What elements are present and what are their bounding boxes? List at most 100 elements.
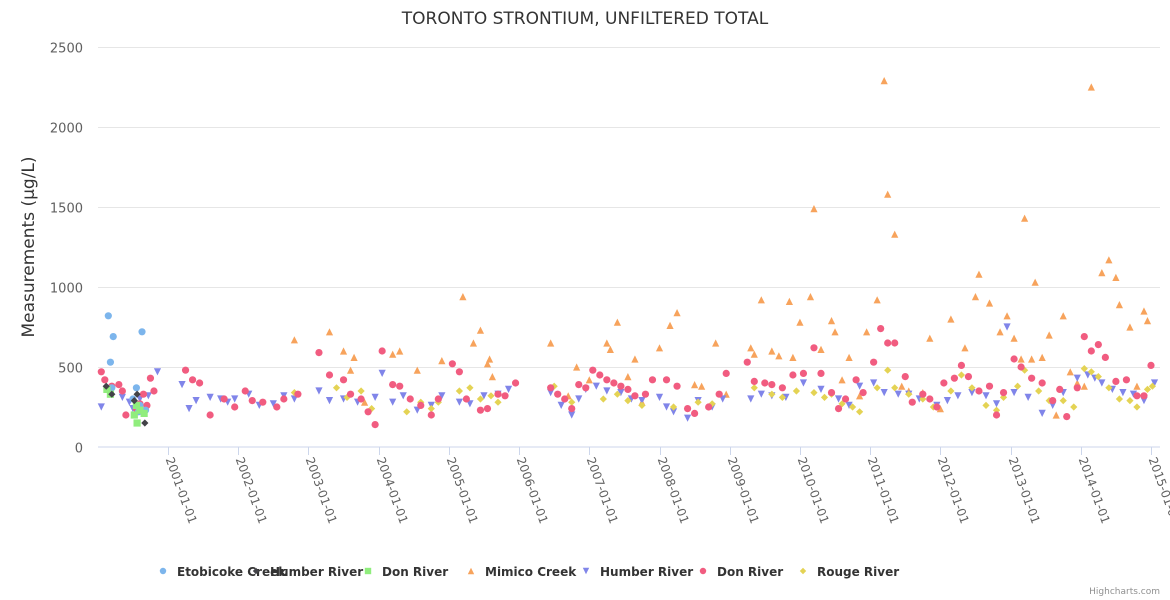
legend-label[interactable]: Etobicoke Creek <box>177 565 287 579</box>
data-point <box>1148 382 1157 390</box>
legend-item[interactable]: Etobicoke Creek <box>159 565 287 579</box>
data-point <box>603 339 611 347</box>
data-point <box>666 321 674 329</box>
data-point <box>399 392 407 400</box>
data-point <box>568 405 576 413</box>
legend-label[interactable]: Humber River <box>600 565 693 579</box>
data-point <box>455 398 463 406</box>
data-point <box>856 408 864 416</box>
data-point <box>947 315 955 323</box>
data-point <box>504 385 513 393</box>
data-point <box>624 385 632 393</box>
legend-label[interactable]: Mimico Creek <box>485 565 577 579</box>
data-point <box>845 401 853 409</box>
data-point <box>136 406 144 414</box>
data-point <box>964 373 973 381</box>
data-point <box>950 374 959 382</box>
data-point <box>568 411 576 419</box>
data-point <box>480 392 488 400</box>
data-point <box>845 353 853 361</box>
data-point <box>132 401 141 409</box>
data-point <box>1010 355 1018 363</box>
data-point <box>750 377 758 385</box>
data-point <box>877 325 885 333</box>
data-point <box>511 379 520 387</box>
data-point <box>1017 363 1025 371</box>
data-point <box>1063 413 1071 421</box>
data-point <box>438 357 446 365</box>
credits-link[interactable]: Highcharts.com <box>1089 587 1160 597</box>
data-point <box>1150 379 1159 387</box>
x-tick-label: 2010-01-01 <box>795 455 832 525</box>
data-point <box>926 395 934 403</box>
data-point <box>427 405 435 413</box>
data-point <box>838 376 846 384</box>
data-point <box>898 382 906 390</box>
data-point <box>1059 312 1067 320</box>
data-point <box>346 366 355 374</box>
data-point <box>589 366 597 374</box>
data-point <box>747 395 755 403</box>
legend-item[interactable]: Humber River <box>252 565 363 579</box>
data-point <box>947 387 955 395</box>
data-point <box>364 408 372 416</box>
x-tick-label: 2015-01-01 <box>1146 455 1170 525</box>
data-point <box>1105 256 1113 264</box>
data-point <box>332 384 341 392</box>
data-point <box>1031 278 1039 286</box>
legend-label[interactable]: Humber River <box>270 565 363 579</box>
data-point <box>768 347 776 355</box>
data-point <box>834 395 843 403</box>
legend-symbol-icon <box>582 567 590 575</box>
data-point <box>1013 382 1022 390</box>
data-point <box>459 293 467 301</box>
y-tick-label: 1500 <box>50 202 83 217</box>
data-point <box>1028 355 1036 363</box>
data-point <box>957 361 966 369</box>
data-point <box>1122 376 1131 384</box>
legend-item[interactable]: Don River <box>699 565 783 579</box>
data-point <box>1070 403 1078 411</box>
legend-symbol-icon <box>799 567 807 575</box>
chart-title: TORONTO STRONTIUM, UNFILTERED TOTAL <box>401 9 769 29</box>
data-point <box>999 389 1008 397</box>
data-point <box>1028 374 1036 382</box>
data-point <box>1059 397 1067 405</box>
data-point <box>880 389 888 397</box>
legend-label[interactable]: Don River <box>717 565 783 579</box>
data-point <box>130 397 138 405</box>
data-point <box>841 395 850 403</box>
data-point <box>796 318 804 326</box>
data-point <box>1038 379 1046 387</box>
legend-item[interactable]: Rouge River <box>799 565 899 579</box>
data-point <box>999 393 1008 401</box>
data-point <box>662 376 671 384</box>
legend-item[interactable]: Mimico Creek <box>467 565 577 579</box>
data-point <box>494 390 502 398</box>
data-point <box>403 408 411 416</box>
legend-label[interactable]: Don River <box>382 565 448 579</box>
legend-item[interactable]: Don River <box>364 565 448 579</box>
data-point <box>138 328 146 336</box>
x-tick-label: 2005-01-01 <box>444 455 481 525</box>
legend-item[interactable]: Humber River <box>582 565 693 579</box>
data-point <box>992 411 1001 419</box>
data-point <box>708 400 716 408</box>
data-point <box>269 400 277 408</box>
data-point <box>820 393 829 401</box>
data-point <box>785 297 793 305</box>
data-point <box>343 393 351 401</box>
data-point <box>547 339 555 347</box>
data-point <box>561 395 569 403</box>
data-point <box>368 405 376 413</box>
legend-label[interactable]: Rouge River <box>817 565 899 579</box>
x-tick-label: 2004-01-01 <box>374 455 411 525</box>
data-point <box>624 373 632 381</box>
data-point <box>192 397 200 405</box>
data-point <box>231 403 239 411</box>
data-point <box>1126 397 1134 405</box>
data-point <box>638 401 646 409</box>
data-point <box>1049 397 1057 405</box>
data-point <box>485 355 494 363</box>
data-point <box>1133 382 1141 390</box>
